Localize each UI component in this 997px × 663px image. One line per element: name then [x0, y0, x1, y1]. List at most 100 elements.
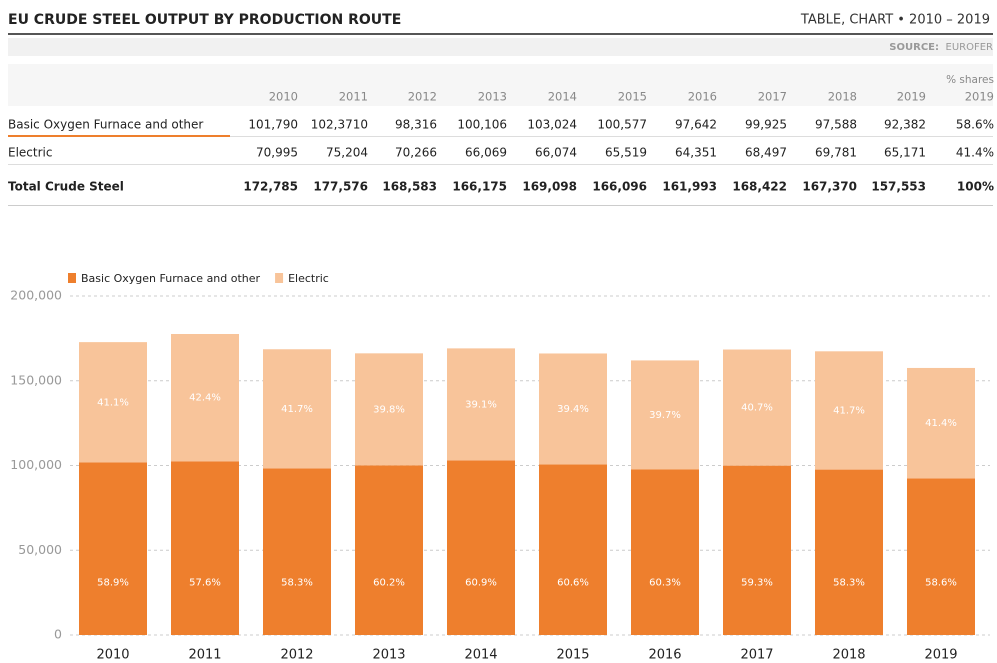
- cell: 68,497: [745, 146, 787, 160]
- share-label: 39.8%: [373, 404, 405, 415]
- bar-segment: [447, 348, 515, 461]
- share-label: 39.1%: [465, 399, 497, 410]
- share-label: 60.3%: [649, 578, 681, 589]
- row-label: Electric: [8, 146, 52, 160]
- bar-segment: [631, 360, 699, 470]
- column-header: 2014: [548, 90, 577, 104]
- cell: 100,577: [597, 118, 647, 132]
- cell: 100,106: [457, 118, 507, 132]
- x-tick-label: 2010: [96, 648, 129, 663]
- share-label: 39.7%: [649, 410, 681, 421]
- cell: 100%: [957, 180, 994, 194]
- legend-swatch: [68, 273, 76, 283]
- cell: 169,098: [522, 180, 577, 194]
- y-tick-label: 0: [54, 627, 62, 642]
- share-label: 41.7%: [833, 405, 865, 416]
- row-label: Total Crude Steel: [8, 180, 124, 194]
- share-label: 42.4%: [189, 393, 221, 404]
- y-tick-label: 150,000: [10, 372, 62, 387]
- header-rule: [8, 33, 993, 35]
- share-label: 58.3%: [833, 578, 865, 589]
- bar-segment: [79, 342, 147, 463]
- x-tick-label: 2011: [188, 648, 221, 663]
- legend-label: Basic Oxygen Furnace and other: [81, 272, 261, 285]
- x-tick-label: 2014: [464, 648, 497, 663]
- column-header: 2015: [618, 90, 647, 104]
- cell: 101,790: [248, 118, 298, 132]
- bar-segment: [815, 351, 883, 470]
- share-label: 57.6%: [189, 578, 221, 589]
- cell: 66,069: [465, 146, 507, 160]
- x-tick-label: 2019: [924, 648, 957, 663]
- subtitle: TABLE, CHART • 2010 – 2019: [800, 13, 990, 28]
- cell: 64,351: [675, 146, 717, 160]
- row-rule: [8, 164, 993, 165]
- table-rule: [8, 205, 993, 206]
- share-label: 41.1%: [97, 397, 129, 408]
- bar-segment: [631, 469, 699, 635]
- bar-segment: [355, 353, 423, 466]
- cell: 177,576: [313, 180, 368, 194]
- cell: 41.4%: [956, 146, 994, 160]
- bar-segment: [263, 349, 331, 469]
- bar-segment: [79, 462, 147, 635]
- cell: 65,519: [605, 146, 647, 160]
- column-header: 2018: [828, 90, 857, 104]
- cell: 168,583: [382, 180, 437, 194]
- column-header: 2013: [478, 90, 507, 104]
- legend-swatch: [275, 273, 284, 283]
- bar-segment: [539, 353, 607, 465]
- source-label: SOURCE:: [889, 42, 939, 53]
- bar-segment: [723, 349, 791, 466]
- column-header: 2019: [965, 90, 994, 104]
- cell: 65,171: [884, 146, 926, 160]
- x-tick-label: 2018: [832, 648, 865, 663]
- share-label: 40.7%: [741, 403, 773, 414]
- column-header: 2019: [897, 90, 926, 104]
- x-tick-label: 2016: [648, 648, 681, 663]
- x-tick-label: 2015: [556, 648, 589, 663]
- bar-segment: [355, 465, 423, 635]
- cell: 70,995: [256, 146, 298, 160]
- bar-segment: [263, 468, 331, 635]
- column-header: % shares: [946, 74, 994, 86]
- cell: 166,175: [452, 180, 507, 194]
- cell: 168,422: [732, 180, 787, 194]
- x-tick-label: 2013: [372, 648, 405, 663]
- bar-segment: [723, 465, 791, 635]
- share-label: 60.2%: [373, 578, 405, 589]
- column-header: 2017: [758, 90, 787, 104]
- bar-segment: [907, 367, 975, 479]
- legend-label: Electric: [288, 272, 329, 285]
- cell: 167,370: [802, 180, 857, 194]
- cell: 75,204: [326, 146, 368, 160]
- title: EU CRUDE STEEL OUTPUT BY PRODUCTION ROUT…: [8, 12, 401, 28]
- source-band: [8, 38, 993, 56]
- share-label: 41.4%: [925, 418, 957, 429]
- cell: 58.6%: [956, 118, 994, 132]
- bar-segment: [447, 460, 515, 635]
- cell: 97,588: [815, 118, 857, 132]
- row-accent: [8, 135, 230, 137]
- cell: 69,781: [815, 146, 857, 160]
- y-tick-label: 50,000: [18, 542, 62, 557]
- row-rule: [8, 136, 993, 137]
- row-label: Basic Oxygen Furnace and other: [8, 118, 203, 132]
- x-tick-label: 2012: [280, 648, 313, 663]
- bar-segment: [539, 464, 607, 635]
- table-head-band: [8, 64, 993, 106]
- share-label: 60.9%: [465, 578, 497, 589]
- column-header: 2010: [269, 90, 298, 104]
- source: EUROFER: [946, 42, 994, 53]
- cell: 97,642: [675, 118, 717, 132]
- cell: 103,024: [527, 118, 577, 132]
- share-label: 41.7%: [281, 404, 313, 415]
- cell: 66,074: [535, 146, 577, 160]
- bar-segment: [171, 334, 239, 462]
- cell: 161,993: [662, 180, 717, 194]
- bar-segment: [815, 469, 883, 635]
- share-label: 58.3%: [281, 578, 313, 589]
- share-label: 59.3%: [741, 578, 773, 589]
- cell: 102,3710: [311, 118, 368, 132]
